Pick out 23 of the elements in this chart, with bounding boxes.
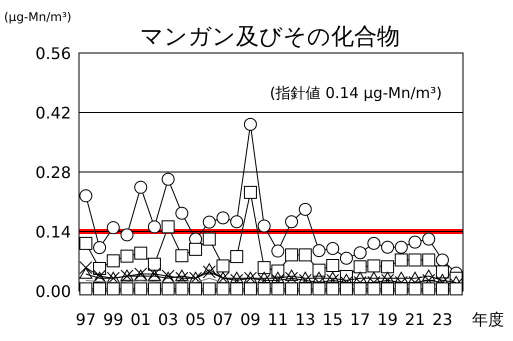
x-tick-label: 13 <box>295 310 316 329</box>
x-tick-label: 07 <box>212 310 234 329</box>
x-tick-label: 21 <box>404 310 426 329</box>
x-tick-label: 97 <box>76 310 96 329</box>
y-tick-label: 0.56 <box>35 44 71 63</box>
y-tick-label: 0.14 <box>35 222 71 242</box>
y-tick-label: 0.42 <box>35 104 71 122</box>
y-tick-label: 0.28 <box>35 163 71 182</box>
x-tick-label: 17 <box>350 310 370 329</box>
x-tick-label: 23 <box>432 310 453 329</box>
x-tick-label: 05 <box>185 310 206 329</box>
annotation: (指針値 0.14 μg-Mn/m³) <box>270 84 442 102</box>
y-axis-title: (μg-Mn/m³) <box>4 10 72 24</box>
x-tick-label: 09 <box>240 310 261 329</box>
x-tick-label: 11 <box>268 310 288 329</box>
x-tick-label: 15 <box>322 310 343 329</box>
chart-title: マンガン及びその化合物 <box>140 24 400 50</box>
x-axis-title: 年度 <box>472 310 504 329</box>
y-tick-label: 0.00 <box>35 282 71 301</box>
x-tick-label: 03 <box>158 310 178 329</box>
x-tick-label: 19 <box>377 310 398 329</box>
x-tick-label: 01 <box>130 310 151 329</box>
x-tick-label: 99 <box>103 310 124 329</box>
